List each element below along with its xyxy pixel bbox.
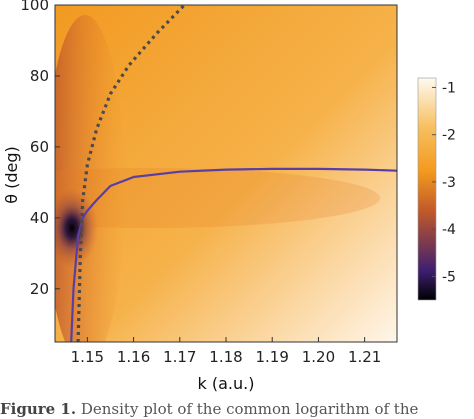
caption-text: Density plot of the common logarithm of …: [80, 400, 419, 418]
colorbar-tick-label: -2: [442, 128, 456, 144]
plot-area: [54, 4, 398, 343]
x-tick-label: 1.17: [163, 348, 196, 366]
colorbar-tick-label: -5: [442, 269, 456, 285]
colorbar-ticks: -1 -2 -3 -4 -5: [432, 80, 456, 285]
x-axis-ticks: 1.15 1.16 1.17 1.18 1.19 1.20 1.21: [71, 337, 381, 366]
x-tick-label: 1.20: [302, 348, 335, 366]
colorbar: -1 -2 -3 -4 -5: [417, 77, 456, 301]
y-tick-label: 40: [30, 209, 49, 227]
density-low-band: [55, 168, 380, 228]
density-minimum: [55, 188, 98, 268]
x-tick-label: 1.21: [348, 348, 381, 366]
curve-layer: [70, 5, 397, 342]
y-tick-label: 20: [30, 280, 49, 298]
figure-caption: Figure 1. Density plot of the common log…: [0, 400, 474, 419]
solid-curve: [70, 167, 397, 342]
y-tick-label: 100: [20, 0, 49, 14]
dotted-curve: [76, 5, 186, 342]
colorbar-gradient: [417, 77, 437, 301]
colorbar-tick-label: -3: [442, 175, 456, 191]
colorbar-tick-label: -4: [442, 222, 456, 238]
y-tick-label: 80: [30, 67, 49, 85]
y-axis-title: θ (deg): [2, 146, 21, 204]
x-axis-title: k (a.u.): [198, 374, 255, 393]
y-tick-label: 60: [30, 138, 49, 156]
x-tick-label: 1.19: [256, 348, 289, 366]
x-tick-label: 1.16: [117, 348, 150, 366]
colorbar-tick-label: -1: [442, 80, 456, 96]
caption-label: Figure 1.: [0, 400, 77, 418]
x-tick-label: 1.15: [71, 348, 104, 366]
x-tick-label: 1.18: [209, 348, 242, 366]
y-axis-ticks: 20 40 60 80 100: [20, 0, 60, 298]
